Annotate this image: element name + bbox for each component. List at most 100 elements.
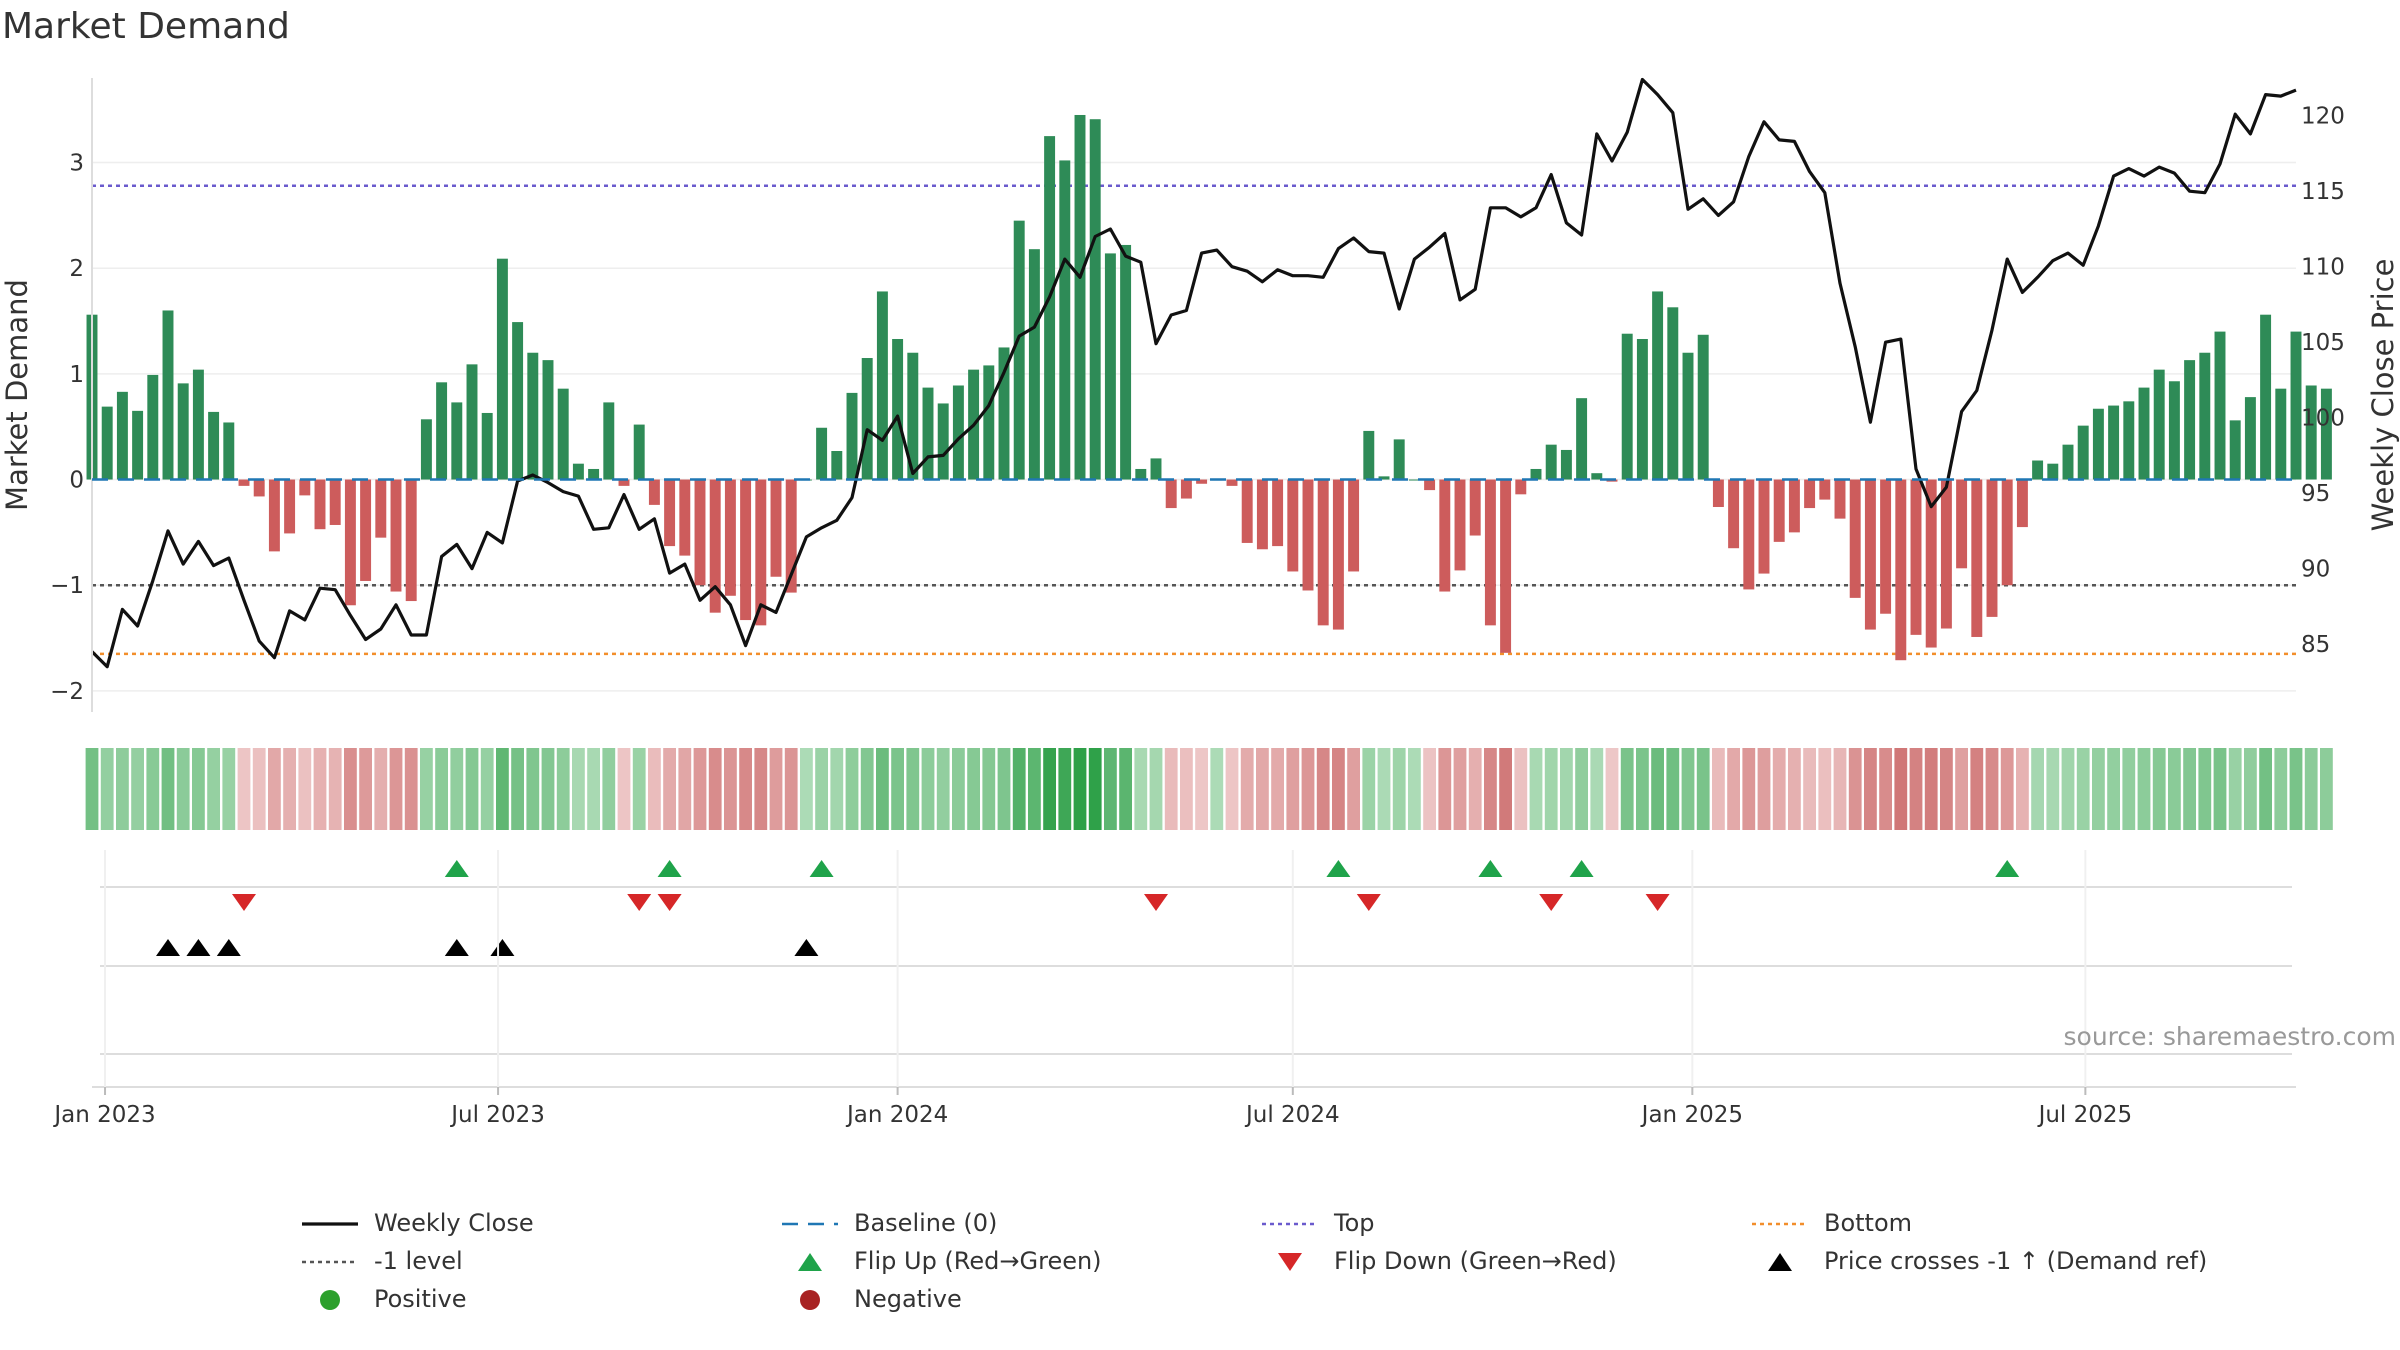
demand-bar bbox=[1636, 338, 1648, 480]
demand-bar bbox=[1348, 479, 1360, 572]
heat-cell bbox=[1377, 748, 1391, 830]
heat-cell bbox=[556, 748, 570, 830]
demand-bar bbox=[922, 387, 934, 480]
demand-bar bbox=[724, 479, 736, 596]
demand-bar bbox=[1028, 249, 1040, 480]
heat-cell bbox=[2061, 748, 2075, 830]
heat-cell bbox=[298, 748, 312, 830]
heat-cell bbox=[997, 748, 1011, 830]
flip-down-marker bbox=[1539, 894, 1564, 911]
heat-cell bbox=[2183, 748, 2196, 830]
heat-cell bbox=[2168, 748, 2181, 830]
demand-bar bbox=[466, 364, 478, 480]
heat-cell bbox=[800, 748, 813, 830]
heat-cell bbox=[496, 748, 509, 830]
demand-bar bbox=[208, 411, 220, 480]
demand-bar bbox=[2305, 385, 2317, 480]
heat-cell bbox=[1453, 748, 1467, 830]
demand-bar bbox=[998, 347, 1010, 480]
heat-cell bbox=[1392, 748, 1406, 830]
heat-cell bbox=[815, 748, 828, 830]
demand-bar bbox=[1804, 479, 1816, 509]
demand-bar bbox=[1393, 439, 1405, 480]
demand-bar bbox=[1484, 479, 1496, 626]
price-cross-marker bbox=[216, 939, 241, 956]
demand-bar bbox=[1576, 398, 1588, 480]
demand-bar bbox=[116, 391, 128, 480]
weekly-close-line bbox=[90, 77, 2297, 669]
legend-label: Weekly Close bbox=[374, 1209, 534, 1237]
demand-bar bbox=[1697, 334, 1709, 480]
heat-cell bbox=[1104, 748, 1117, 830]
axes: 3 2 1 0 −1 −2 120 115 110 105 100 95 90 85 Market Dema… bbox=[0, 78, 2400, 712]
heat-cell bbox=[982, 748, 996, 830]
legend-label: Negative bbox=[854, 1285, 962, 1313]
heat-cell bbox=[313, 748, 327, 830]
demand-bar bbox=[2275, 388, 2287, 480]
demand-bar bbox=[2108, 405, 2120, 480]
demand-bar bbox=[1560, 449, 1572, 480]
legend-swatch-weekly-close bbox=[300, 1206, 360, 1242]
legend-label: Bottom bbox=[1824, 1209, 1913, 1237]
legend-item-negative: Negative bbox=[780, 1281, 962, 1317]
demand-bar bbox=[2092, 408, 2104, 480]
event-rows bbox=[100, 860, 2292, 1055]
heat-cell bbox=[1149, 748, 1163, 830]
heat-cell bbox=[1696, 748, 1710, 830]
x-tick-label: Jan 2024 bbox=[845, 1102, 948, 1128]
flip-up-marker bbox=[1995, 860, 2020, 877]
demand-bar bbox=[892, 338, 904, 480]
demand-bar bbox=[557, 388, 569, 480]
heat-cell bbox=[1286, 748, 1300, 830]
demand-bar bbox=[1059, 160, 1071, 480]
legend-swatch-negative bbox=[780, 1282, 840, 1318]
legend-swatch-flip-down bbox=[1260, 1244, 1320, 1280]
demand-bar bbox=[1728, 479, 1740, 549]
heat-cell bbox=[1043, 748, 1056, 830]
heat-cell bbox=[876, 748, 889, 830]
demand-bar bbox=[1758, 479, 1770, 574]
legend-swatch-minus1 bbox=[300, 1244, 360, 1280]
heat-cell bbox=[2213, 748, 2227, 830]
heat-cell bbox=[1484, 748, 1497, 830]
heat-cell bbox=[1423, 748, 1436, 830]
demand-bar bbox=[633, 424, 645, 480]
demand-bar bbox=[1682, 352, 1694, 480]
y2-tick-label: 110 bbox=[2301, 255, 2345, 281]
demand-bar bbox=[192, 369, 204, 480]
legend-swatch-cross bbox=[1750, 1244, 1810, 1280]
demand-bar bbox=[2153, 369, 2165, 480]
demand-bar bbox=[2138, 387, 2150, 480]
heat-cell bbox=[1195, 748, 1208, 830]
heat-cell bbox=[2000, 748, 2014, 830]
heat-cell bbox=[860, 748, 874, 830]
y-tick-label: 2 bbox=[69, 256, 84, 282]
heat-cell bbox=[1727, 748, 1740, 830]
demand-bar bbox=[2001, 479, 2013, 586]
heat-cell bbox=[541, 748, 555, 830]
demand-bar bbox=[2062, 444, 2074, 480]
demand-bar bbox=[740, 479, 752, 621]
demand-bar bbox=[375, 479, 387, 538]
demand-bar bbox=[1971, 479, 1983, 637]
heat-cell bbox=[708, 748, 722, 830]
heat-cell bbox=[389, 748, 403, 830]
demand-bar bbox=[481, 412, 493, 480]
x-tick-label: Jul 2023 bbox=[449, 1102, 545, 1128]
demand-bar bbox=[177, 383, 189, 480]
y-tick-label: 3 bbox=[69, 151, 84, 177]
demand-bar bbox=[1165, 479, 1177, 509]
demand-bar bbox=[542, 360, 554, 480]
heat-cell bbox=[1636, 748, 1649, 830]
heat-cell bbox=[161, 748, 175, 830]
y-tick-label: −2 bbox=[50, 679, 84, 705]
flip-down-marker bbox=[1144, 894, 1168, 911]
heat-cell bbox=[906, 748, 920, 830]
demand-bar bbox=[1196, 479, 1208, 484]
y2-tick-label: 120 bbox=[2301, 104, 2345, 130]
demand-bar bbox=[664, 479, 676, 547]
demand-bar bbox=[1302, 479, 1314, 591]
flip-down-marker bbox=[657, 894, 682, 911]
heat-cell bbox=[739, 748, 752, 830]
